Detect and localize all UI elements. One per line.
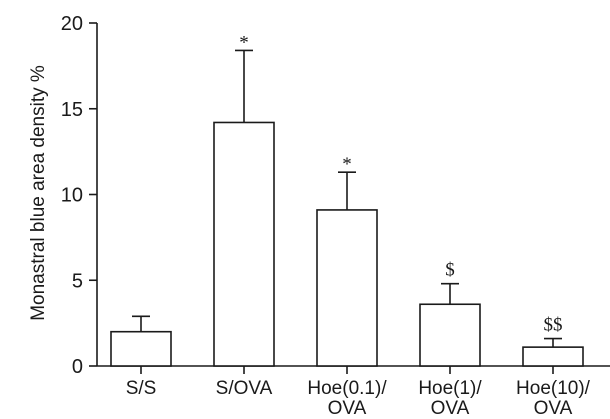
- y-tick-label: 10: [61, 185, 83, 207]
- category-label: OVA: [431, 398, 470, 419]
- y-tick-label: 5: [72, 270, 83, 292]
- y-tick-label: 0: [72, 356, 83, 378]
- category-label: Hoe(10)/: [516, 378, 591, 399]
- category-labels: S/S S/OVA Hoe(0.1)/OVAHoe(1)/OVAHoe(10)/OV…: [126, 378, 591, 419]
- bar: [419, 303, 481, 367]
- bar: [213, 121, 275, 367]
- significance-markers: **$$$: [239, 32, 562, 335]
- bars: [110, 121, 584, 367]
- category-label: OVA: [534, 398, 573, 419]
- y-axis: 0 5 10 15 20: [61, 13, 98, 378]
- bar: [110, 330, 172, 367]
- y-tick-label: 15: [61, 99, 83, 121]
- y-tick-label: 20: [61, 13, 83, 35]
- category-label: OVA: [328, 398, 367, 419]
- significance-marker: *: [239, 32, 249, 53]
- significance-marker: $$: [544, 315, 563, 336]
- category-label: S/S: [126, 378, 157, 399]
- significance-marker: *: [342, 154, 352, 175]
- error-bars: [132, 49, 562, 348]
- x-axis: [97, 365, 610, 374]
- bar: [316, 209, 378, 367]
- significance-marker: $: [445, 260, 455, 281]
- y-axis-label: Monastral blue area density %: [28, 65, 49, 321]
- category-label: S/OVA: [216, 378, 273, 399]
- bar: [522, 346, 584, 367]
- category-label: Hoe(0.1)/: [307, 378, 387, 399]
- category-label: Hoe(1)/: [418, 378, 482, 399]
